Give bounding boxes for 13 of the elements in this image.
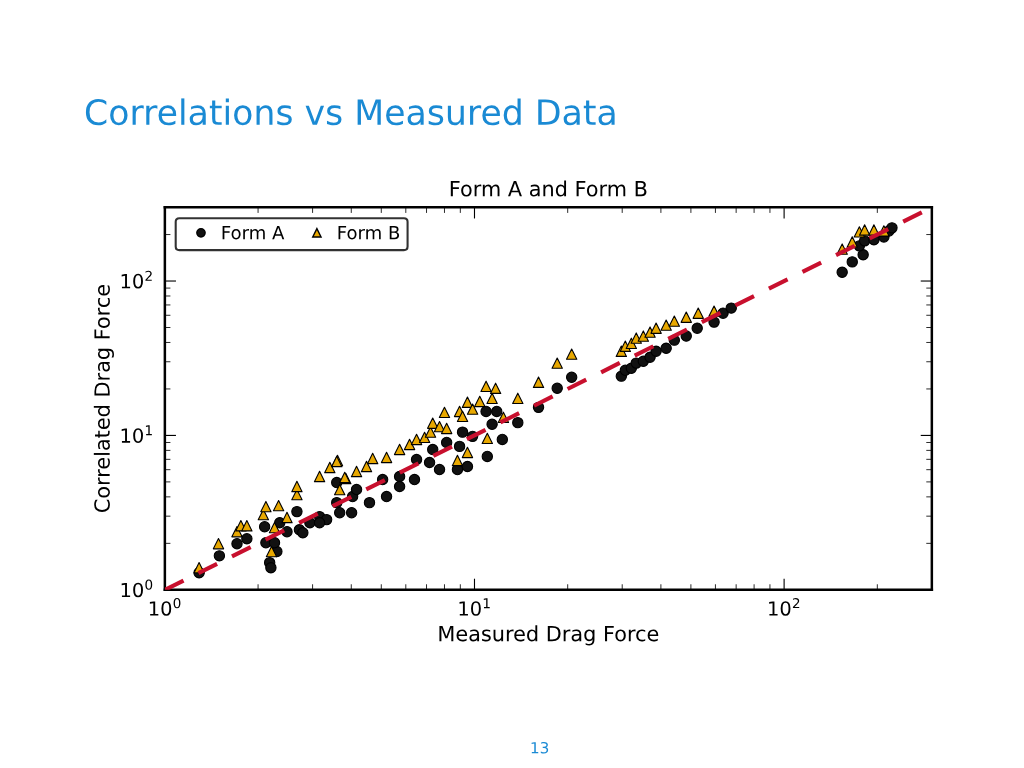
chart-title: Correlations vs Measured Data xyxy=(85,98,615,126)
y-tick-label: 10$^{2}$ xyxy=(121,270,152,289)
x-tick-label: 10$^{1}$ xyxy=(459,598,490,616)
y-tick-label: 10$^{0}$ xyxy=(121,579,153,598)
x-tick-label: 10$^{2}$ xyxy=(769,598,800,616)
y-tick-label: 10$^{1}$ xyxy=(121,425,152,443)
y-axis-title: Correlated Drag Force xyxy=(93,285,114,513)
legend-label: Form A xyxy=(222,225,285,240)
x-tick-label: 10$^{0}$ xyxy=(149,598,181,616)
chart-subtitle: Form A and Form B xyxy=(450,180,647,197)
x-axis-title: Measured Drag Force xyxy=(439,625,659,646)
text: 13 xyxy=(531,741,549,754)
legend-label: Form B xyxy=(338,225,400,240)
